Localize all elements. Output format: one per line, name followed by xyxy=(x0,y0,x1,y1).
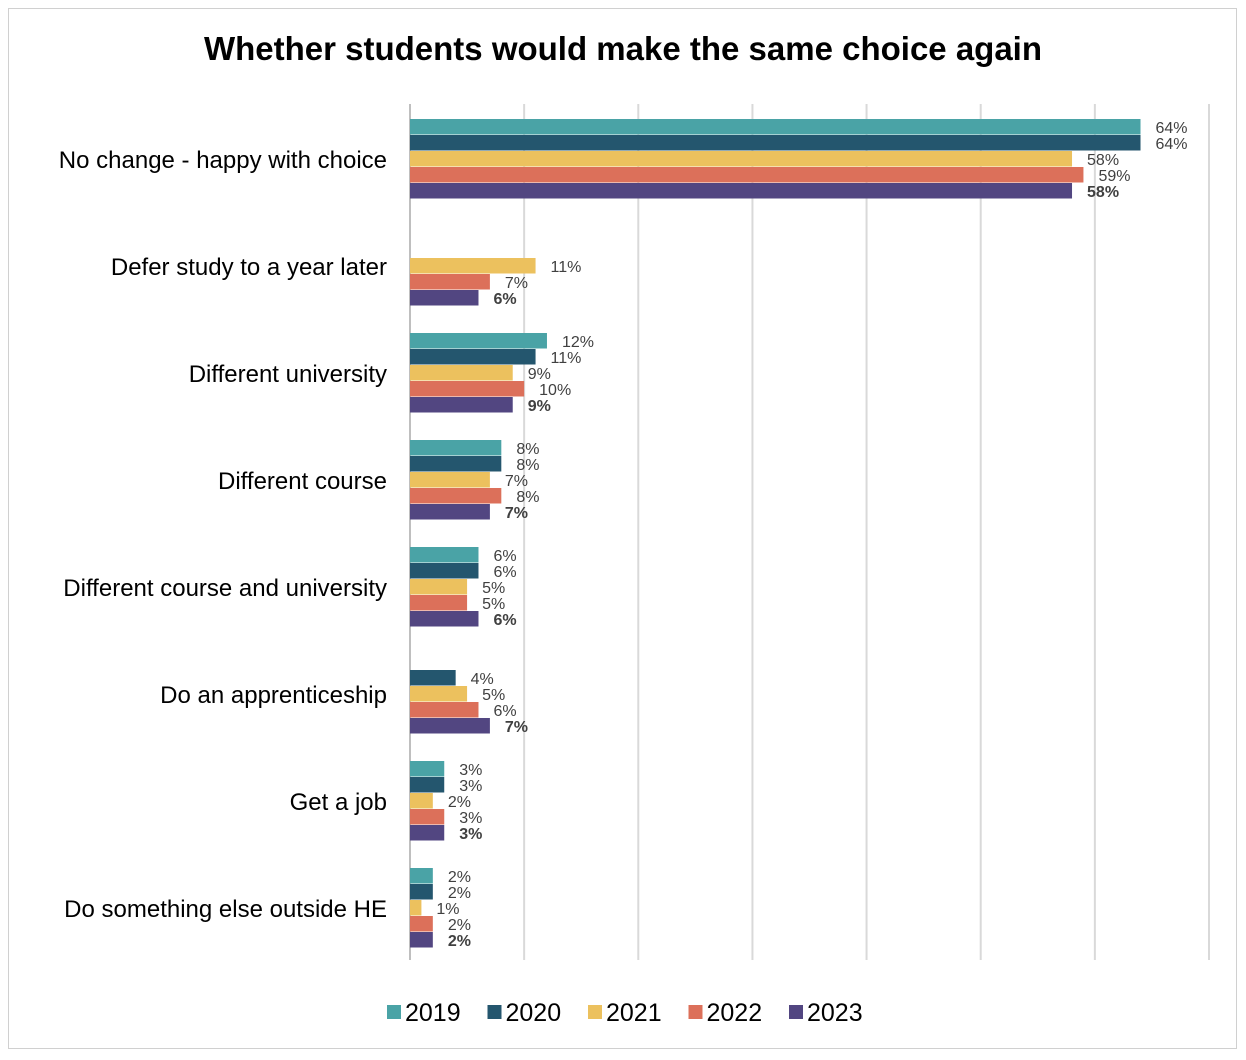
category-label: Different course xyxy=(218,468,387,495)
data-label: 11% xyxy=(551,350,582,367)
legend-swatch-2020 xyxy=(487,1005,502,1019)
bar-2021 xyxy=(410,151,1073,167)
bar-2020 xyxy=(410,135,1141,151)
category-label: No change - happy with choice xyxy=(59,147,387,174)
legend-swatch-2022 xyxy=(688,1005,703,1019)
bar-2021 xyxy=(410,258,536,274)
category-label: Different course and university xyxy=(63,575,387,602)
bar-2021 xyxy=(410,686,468,702)
data-label: 3% xyxy=(459,778,482,795)
data-label: 6% xyxy=(493,703,516,720)
legend-label: 2021 xyxy=(606,999,662,1027)
bar-2021 xyxy=(410,365,513,381)
bar-2023 xyxy=(410,504,490,520)
data-label: 58% xyxy=(1087,152,1119,169)
bar-2019 xyxy=(410,761,445,777)
bar-2023 xyxy=(410,397,513,413)
category-label: Get a job xyxy=(290,789,387,816)
data-label: 11% xyxy=(551,259,582,276)
legend-label: 2020 xyxy=(506,999,562,1027)
bar-2020 xyxy=(410,777,445,793)
bar-2022 xyxy=(410,381,525,397)
data-label: 7% xyxy=(505,505,528,522)
bar-2022 xyxy=(410,274,490,290)
chart-title: Whether students would make the same cho… xyxy=(203,30,1043,67)
bar-2020 xyxy=(410,563,479,579)
data-label: 3% xyxy=(459,810,482,827)
data-label: 10% xyxy=(539,382,571,399)
data-label: 64% xyxy=(1156,136,1188,153)
bar-2023 xyxy=(410,183,1073,199)
category-label: Do something else outside HE xyxy=(64,896,387,923)
data-label: 1% xyxy=(436,901,459,918)
legend-label: 2023 xyxy=(807,999,863,1027)
bar-2021 xyxy=(410,579,468,595)
bar-2023 xyxy=(410,932,433,948)
data-label: 5% xyxy=(482,687,505,704)
data-label: 58% xyxy=(1087,184,1119,201)
data-label: 3% xyxy=(459,762,482,779)
data-label: 8% xyxy=(516,489,539,506)
data-label: 2% xyxy=(448,885,471,902)
data-label: 9% xyxy=(528,366,551,383)
data-label: 2% xyxy=(448,933,471,950)
bar-2022 xyxy=(410,167,1084,183)
legend-swatch-2019 xyxy=(387,1005,401,1019)
data-label: 6% xyxy=(493,612,516,629)
bar-2020 xyxy=(410,349,536,365)
bar-2021 xyxy=(410,472,490,488)
category-label: Different university xyxy=(189,361,387,388)
data-label: 9% xyxy=(528,398,551,415)
data-label: 12% xyxy=(562,334,594,351)
bar-2022 xyxy=(410,595,468,611)
data-label: 59% xyxy=(1098,168,1130,185)
data-label: 7% xyxy=(505,275,528,292)
data-label: 7% xyxy=(505,719,528,736)
bar-2023 xyxy=(410,290,479,306)
bar-2019 xyxy=(410,440,502,456)
bar-2022 xyxy=(410,809,445,825)
bar-2020 xyxy=(410,884,433,900)
legend-swatch-2021 xyxy=(588,1005,602,1019)
bar-2019 xyxy=(410,119,1141,135)
bar-2022 xyxy=(410,702,479,718)
data-label: 3% xyxy=(459,826,482,843)
bar-2022 xyxy=(410,488,502,504)
bar-2023 xyxy=(410,611,479,627)
chart-frame xyxy=(8,8,1237,1049)
bar-2020 xyxy=(410,456,502,472)
data-label: 8% xyxy=(516,457,539,474)
legend-label: 2019 xyxy=(405,999,461,1027)
data-label: 8% xyxy=(516,441,539,458)
bar-2019 xyxy=(410,547,479,563)
bar-2019 xyxy=(410,333,547,349)
bar-2019 xyxy=(410,868,433,884)
bar-2020 xyxy=(410,670,456,686)
data-label: 5% xyxy=(482,596,505,613)
data-label: 6% xyxy=(493,291,516,308)
data-label: 6% xyxy=(493,564,516,581)
category-label: Do an apprenticeship xyxy=(160,682,387,709)
data-label: 6% xyxy=(493,548,516,565)
data-label: 5% xyxy=(482,580,505,597)
bar-2023 xyxy=(410,718,490,734)
data-label: 2% xyxy=(448,794,471,811)
legend-swatch-2023 xyxy=(789,1005,803,1019)
data-label: 4% xyxy=(471,671,494,688)
data-label: 7% xyxy=(505,473,528,490)
data-label: 2% xyxy=(448,917,471,934)
data-label: 64% xyxy=(1156,120,1188,137)
legend-label: 2022 xyxy=(707,999,763,1027)
bar-2022 xyxy=(410,916,433,932)
data-label: 2% xyxy=(448,869,471,886)
bar-2021 xyxy=(410,900,422,916)
bar-2021 xyxy=(410,793,433,809)
category-label: Defer study to a year later xyxy=(111,254,387,281)
bar-2023 xyxy=(410,825,445,841)
